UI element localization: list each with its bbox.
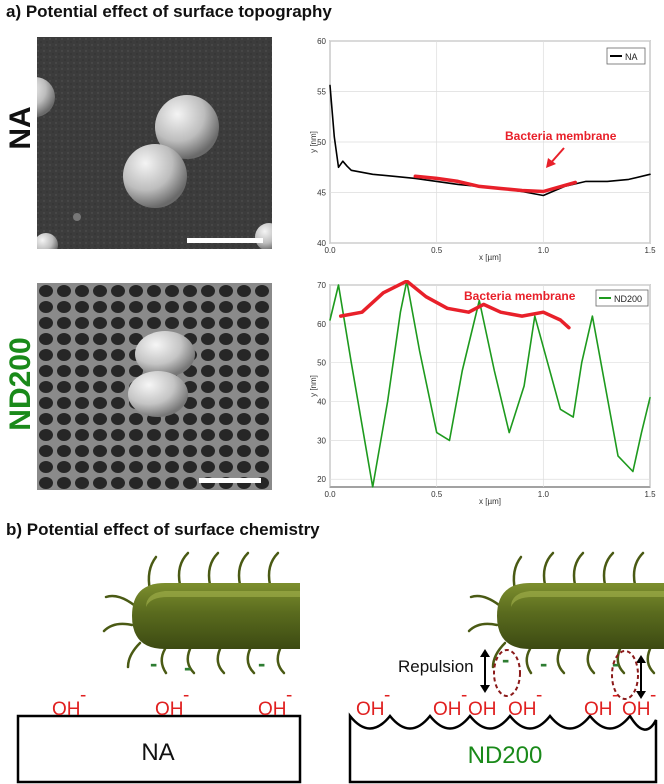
neg-charge-right-1: - [540,651,547,676]
oh-left-1-charge: - [80,685,86,706]
nd200-surface-label: ND200 [468,742,543,769]
chart-na-y-tick-label: 45 [317,189,326,198]
chart-na-membrane-line [413,174,578,194]
chart-na: 0.0 0.5 1.0 1.5 40 45 50 55 60 NA Bacteria membr… [309,37,656,262]
chart-na-legend: NA [606,47,646,65]
chart-nd200-x-tick-label: 0.5 [431,490,443,499]
oh-left-2-charge: - [183,685,189,706]
oh-right-1: OH [356,699,385,720]
chart-na-x-tick-label: 1.5 [644,246,656,255]
nd200-surface-box [348,712,658,784]
chart-nd200-y-tick-label: 50 [317,359,326,368]
sem-image-nd200 [37,283,272,490]
chart-nd200-membrane-line [338,280,571,330]
oh-right-5-charge: - [612,685,618,706]
chart-na-x-tick-label: 0.5 [431,246,443,255]
na-surface-label: NA [141,739,174,766]
chart-na-legend-label: NA [625,52,638,62]
chart-nd200-y-tick-label: 40 [317,398,326,407]
chart-na-y-tick-label: 55 [317,88,326,97]
oh-right-6-charge: - [650,685,656,706]
neg-charge-right-2: - [612,651,619,676]
chart-na-xlabel: x [µm] [479,253,501,262]
section-a-title: a) Potential effect of surface topograph… [6,2,332,21]
chart-nd200-x-tick-label: 1.0 [538,490,550,499]
oh-left-3: OH [258,699,287,720]
oh-right-1-charge: - [384,685,390,706]
oh-left-3-charge: - [286,685,292,706]
chart-nd200: 0.0 0.5 1.0 1.5 20 30 40 50 60 70 ND200 Bacteria … [309,280,656,506]
oh-left-1: OH [52,699,81,720]
chart-na-y-tick-label: 50 [317,138,326,147]
chart-nd200-xlabel: x [µm] [479,497,501,506]
sem-image-na [37,37,272,249]
neg-charge-left-2: - [184,655,191,680]
chart-nd200-y-tick-label: 20 [317,475,326,484]
chart-na-y-tick-label: 60 [317,37,326,46]
chart-nd200-ylabel: y [nm] [309,375,318,397]
chart-nd200-legend-label: ND200 [614,294,642,304]
oh-right-4: OH [508,699,537,720]
oh-right-6: OH [622,699,651,720]
chart-na-annotation-arrow [546,147,565,168]
surface-chemistry-diagram: - - - NA OH - OH - OH - - - - Repulsion [16,551,664,784]
row-label-na: NA [4,106,37,150]
interaction-ellipse-2 [611,650,639,700]
chart-nd200-plot-frame [329,284,651,488]
chart-na-ylabel: y [nm] [309,131,318,153]
neg-charge-right-3: - [502,647,509,672]
oh-right-2: OH [433,699,462,720]
neg-charge-left-3: - [258,651,265,676]
oh-right-2-charge: - [461,685,467,706]
chart-nd200-x-tick-label: 0.0 [324,490,336,499]
oh-left-2: OH [155,699,184,720]
chart-nd200-x-tick-label: 1.5 [644,490,656,499]
bacterium-left [102,551,300,675]
chart-nd200-profile-line [329,280,651,488]
section-b-title: b) Potential effect of surface chemistry [6,520,320,539]
chart-nd200-y-tick-label: 70 [317,281,326,290]
chart-nd200-y-tick-label: 30 [317,436,326,445]
repulsion-label: Repulsion [398,657,474,676]
chart-na-profile-line [329,84,651,197]
oh-right-4-charge: - [536,685,542,706]
neg-charge-left-1: - [150,651,157,676]
chart-nd200-y-tick-label: 60 [317,320,326,329]
oh-right-3: OH [468,699,497,720]
chart-na-y-tick-label: 40 [317,239,326,248]
chart-nd200-legend: ND200 [595,289,649,307]
chart-nd200-annotation: Bacteria membrane [464,289,576,303]
interaction-ellipse-1 [493,649,521,697]
na-surface-box [16,714,302,784]
oh-right-5: OH [584,699,613,720]
chart-na-annotation: Bacteria membrane [505,129,617,143]
bacterium-right [467,551,664,675]
row-label-nd200: ND200 [4,337,37,431]
chart-na-x-tick-label: 0.0 [324,246,336,255]
chart-na-x-tick-label: 1.0 [538,246,550,255]
